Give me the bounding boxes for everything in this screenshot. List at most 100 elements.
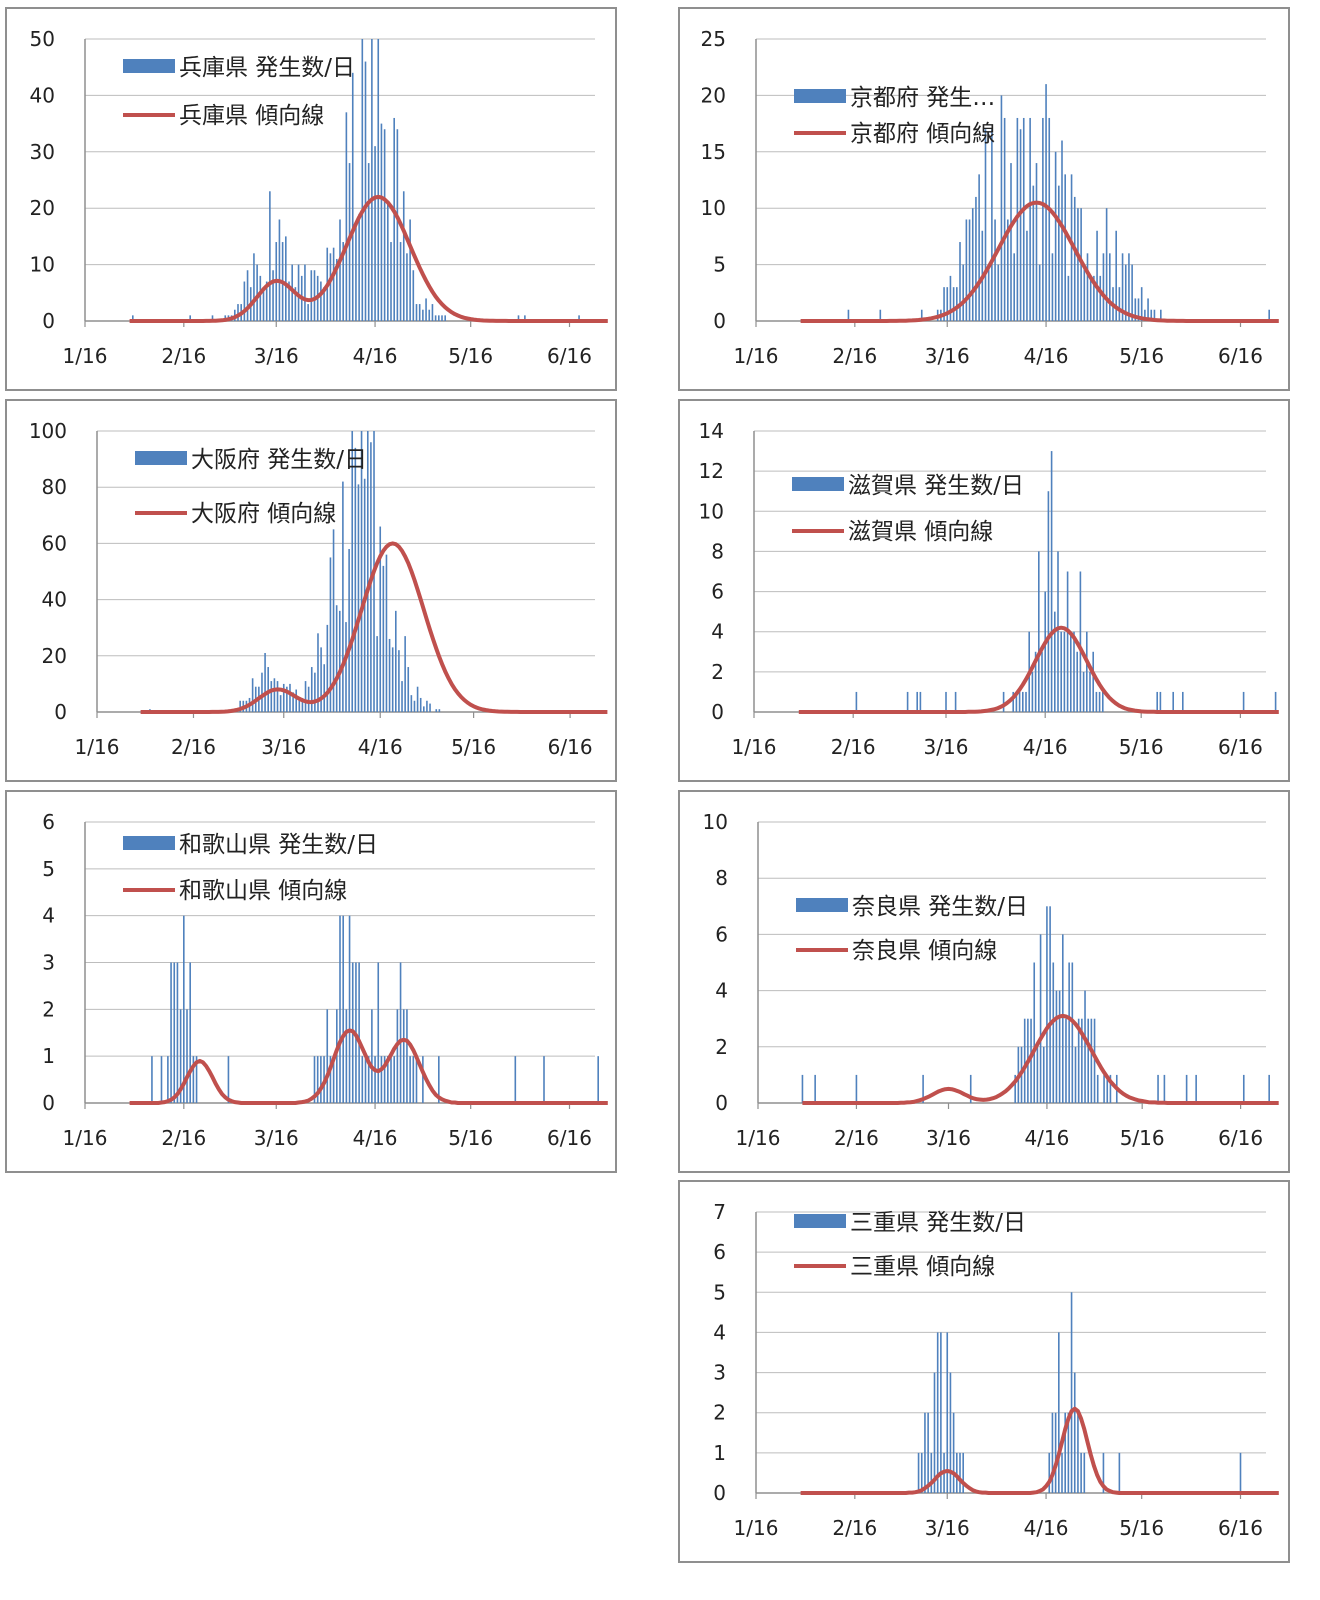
bar (1096, 1074, 1099, 1103)
bar (1077, 1018, 1080, 1103)
bar (390, 242, 392, 321)
bar (1030, 1018, 1032, 1103)
x-tick-label: 5/16 (448, 1126, 493, 1150)
bar (256, 264, 258, 321)
bar (441, 315, 443, 321)
bar (132, 315, 134, 321)
bar (1077, 1412, 1079, 1493)
x-tick-label: 5/16 (1120, 1126, 1165, 1150)
bar (361, 1056, 364, 1103)
bar (814, 1074, 816, 1103)
bar (338, 610, 341, 712)
bar (267, 667, 269, 712)
bar (952, 1412, 955, 1493)
bar (927, 1412, 929, 1493)
bar (1090, 1018, 1093, 1103)
y-tick-label: 2 (711, 660, 724, 684)
y-tick-label: 1 (713, 1441, 726, 1465)
bar (1073, 631, 1075, 712)
chart-panel-hyogo: 0 10 20 30 40 50 1/16 2/16 3/16 4/16 5/16 6/16 兵庫県 発… (5, 7, 617, 391)
bar (357, 484, 360, 712)
bar (1073, 1372, 1076, 1493)
bar (524, 315, 526, 321)
bar (348, 915, 351, 1103)
legend-swatch-bar (135, 451, 187, 465)
bar (391, 647, 394, 712)
bar (965, 219, 968, 321)
bar (1025, 691, 1027, 712)
bar (426, 700, 428, 712)
bar (409, 219, 411, 321)
x-tick-label: 5/16 (1119, 344, 1164, 368)
y-tick-label: 100 (29, 419, 67, 443)
bar (422, 309, 424, 321)
bar (1013, 253, 1015, 321)
bar (366, 431, 369, 712)
bar (1054, 611, 1056, 712)
x-tick-label: 4/16 (358, 735, 403, 759)
bar (1042, 1046, 1045, 1103)
bar (429, 703, 431, 712)
bar (390, 1056, 392, 1103)
bar (956, 1452, 958, 1493)
bar (959, 1452, 961, 1493)
bar (1098, 691, 1101, 712)
bar (387, 1056, 389, 1103)
bar (1048, 117, 1051, 322)
bar (335, 605, 338, 712)
legend-swatch-bar (123, 59, 175, 73)
y-tick-label: 0 (713, 309, 726, 333)
trend-line (798, 625, 1279, 714)
bar (1121, 253, 1124, 321)
bar (438, 315, 440, 321)
bar (968, 219, 971, 321)
x-tick-label: 2/16 (834, 1126, 879, 1150)
bar (1068, 962, 1070, 1103)
y-tick-label: 50 (30, 27, 55, 51)
x-tick-label: 1/16 (734, 344, 779, 368)
bar (307, 304, 309, 321)
bar (1044, 591, 1046, 712)
bar (316, 1056, 319, 1103)
y-tick-label: 8 (711, 539, 724, 563)
bar (1070, 1292, 1073, 1493)
bar (227, 1056, 230, 1103)
y-tick-label: 15 (701, 140, 726, 164)
bar (1042, 117, 1044, 322)
bar (332, 247, 335, 321)
legend-label-bar: 滋賀県 発生数/日 (848, 473, 1024, 499)
bar (956, 287, 958, 321)
y-tick-label: 10 (701, 196, 726, 220)
y-tick-label: 25 (701, 27, 726, 51)
bar (1163, 1074, 1166, 1103)
bar (326, 1009, 329, 1103)
y-tick-label: 0 (42, 1091, 55, 1115)
bar (1182, 691, 1184, 712)
bar (358, 213, 360, 321)
x-tick-label: 6/16 (1218, 1126, 1263, 1150)
bar (1077, 208, 1079, 321)
bar (264, 652, 266, 712)
y-tick-label: 14 (699, 419, 724, 443)
x-tick-label: 2/16 (161, 1126, 206, 1150)
bar (1054, 151, 1057, 321)
y-tick-label: 1 (42, 1044, 55, 1068)
bar (415, 304, 418, 321)
bar (434, 315, 437, 321)
y-tick-label: 0 (711, 700, 724, 724)
bar (310, 270, 313, 321)
bar (1070, 631, 1072, 712)
bar (416, 686, 419, 712)
bar (1195, 1074, 1197, 1103)
bar (253, 253, 255, 321)
bar (374, 1056, 376, 1103)
bar (962, 1452, 964, 1493)
bar (377, 39, 380, 321)
bar (1109, 1074, 1112, 1103)
chart-kyoto: 0 5 10 15 20 25 1/16 2/16 3/16 4/16 5/16 6/16 京都府 発生… (701, 27, 1279, 368)
bar (949, 1372, 952, 1493)
bar (1099, 275, 1102, 321)
bar (246, 270, 249, 321)
legend-swatch-bar (796, 898, 848, 912)
bar (354, 447, 357, 712)
